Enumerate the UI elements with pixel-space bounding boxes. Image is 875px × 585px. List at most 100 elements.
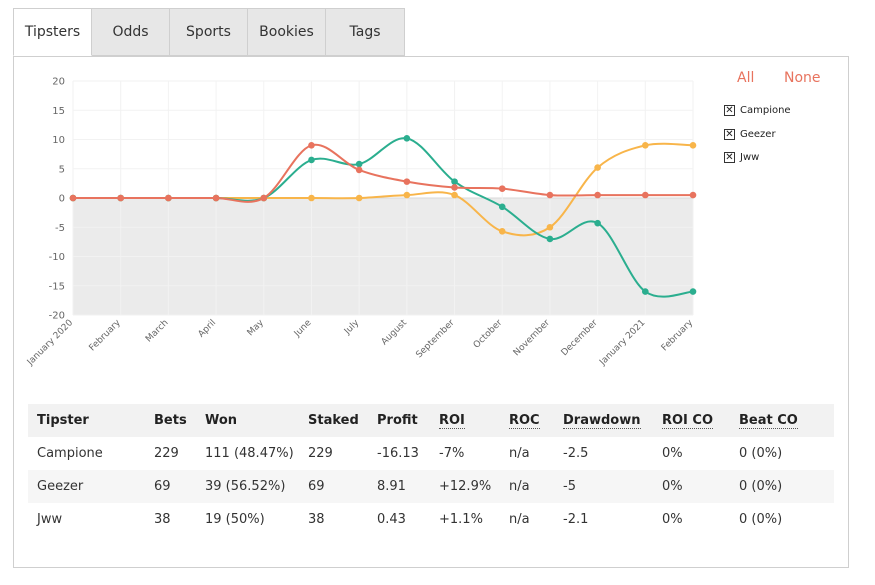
y-tick-label: 10	[52, 135, 65, 146]
cell-bets: 229	[154, 446, 179, 461]
series-point	[689, 142, 697, 149]
cell-profit: 8.91	[368, 470, 430, 503]
cell-roc: n/a	[509, 512, 530, 527]
series-point	[689, 288, 697, 295]
series-point	[642, 142, 649, 149]
beat-co-header-label: Beat CO	[739, 413, 798, 429]
tab-bookies[interactable]: Bookies	[248, 8, 326, 56]
checkbox-checked-icon[interactable]: ✕	[724, 129, 735, 140]
series-point	[355, 166, 363, 174]
legend-item-jww[interactable]: ✕ Jww	[724, 152, 759, 163]
series-point	[355, 194, 363, 202]
series-point	[498, 228, 506, 235]
x-tick-label: November	[512, 318, 552, 358]
x-tick-label: December	[560, 318, 600, 358]
series-point	[212, 194, 220, 202]
cell-beat-co: 0 (0%)	[739, 446, 783, 461]
legend-label: Geezer	[740, 129, 776, 140]
tab-bar: Tipsters Odds Sports Bookies Tags	[13, 8, 405, 56]
legend-label: Jww	[740, 152, 760, 163]
roi-co-header-label: ROI CO	[662, 413, 714, 429]
cell-profit: 0.43	[377, 512, 406, 527]
series-point	[594, 164, 601, 171]
x-tick-label: February	[660, 318, 696, 354]
legend-item-campione[interactable]: ✕ Campione	[724, 105, 791, 116]
col-roi[interactable]: ROI	[430, 404, 500, 437]
cell-beat-co: 0 (0%)	[730, 470, 834, 503]
series-point	[498, 185, 506, 192]
series-point	[403, 191, 411, 199]
cell-bets: 38	[154, 512, 171, 527]
series-point	[642, 288, 649, 295]
roi-header-label: ROI	[439, 413, 465, 429]
cell-tipster: Campione	[37, 446, 103, 461]
x-tick-label: June	[292, 318, 314, 340]
col-drawdown[interactable]: Drawdown	[554, 404, 653, 437]
col-tipster[interactable]: Tipster	[28, 404, 145, 437]
x-tick-label: January 2020	[25, 318, 75, 368]
tab-odds[interactable]: Odds	[92, 8, 170, 56]
col-staked[interactable]: Staked	[299, 404, 368, 437]
series-point	[117, 194, 124, 202]
series-point	[403, 135, 411, 142]
cell-won: 39 (56.52%)	[196, 470, 299, 503]
col-roc[interactable]: ROC	[500, 404, 554, 437]
series-point	[546, 235, 554, 243]
x-tick-label: October	[472, 318, 505, 351]
y-tick-label: -5	[55, 223, 65, 234]
cell-roi: +1.1%	[439, 512, 483, 527]
x-tick-label: July	[342, 318, 362, 338]
x-tick-label: September	[414, 318, 456, 360]
table-row: Jww 38 19 (50%) 38 0.43 +1.1% n/a -2.1 0…	[28, 503, 834, 536]
table-row: Campione 229 111 (48.47%) 229 -16.13 -7%…	[28, 437, 834, 470]
series-point	[165, 194, 172, 202]
series-point	[546, 191, 554, 199]
col-roi-co[interactable]: ROI CO	[653, 404, 730, 437]
col-beat-co[interactable]: Beat CO	[730, 404, 834, 437]
col-won[interactable]: Won	[196, 404, 299, 437]
cell-roc: n/a	[509, 446, 530, 461]
y-tick-label: -10	[49, 252, 65, 263]
x-tick-label: August	[380, 318, 410, 348]
x-tick-label: January 2021	[597, 318, 647, 368]
legend-item-geezer[interactable]: ✕ Geezer	[724, 129, 776, 140]
cell-staked: 229	[308, 446, 333, 461]
cell-tipster: Geezer	[28, 470, 145, 503]
series-point	[403, 178, 411, 185]
tab-tipsters[interactable]: Tipsters	[13, 8, 92, 56]
tab-sports[interactable]: Sports	[170, 8, 248, 56]
x-tick-label: May	[246, 318, 267, 339]
col-profit[interactable]: Profit	[368, 404, 430, 437]
drawdown-header-label: Drawdown	[563, 413, 641, 429]
checkbox-checked-icon[interactable]: ✕	[724, 105, 735, 116]
x-tick-label: February	[88, 318, 124, 354]
series-point	[498, 203, 506, 211]
cell-roi-co: 0%	[662, 446, 683, 461]
cell-drawdown: -5	[554, 470, 653, 503]
series-point	[451, 184, 458, 191]
cell-drawdown: -2.5	[563, 446, 589, 461]
series-point	[69, 194, 77, 202]
show-none-link[interactable]: None	[784, 70, 821, 86]
col-bets[interactable]: Bets	[145, 404, 196, 437]
series-point	[451, 191, 458, 199]
series-point	[260, 194, 268, 202]
checkbox-checked-icon[interactable]: ✕	[724, 152, 735, 163]
cell-staked: 69	[299, 470, 368, 503]
y-tick-label: 0	[59, 194, 65, 205]
y-tick-label: -20	[49, 311, 65, 322]
series-point	[546, 223, 554, 231]
table-row: Geezer 69 39 (56.52%) 69 8.91 +12.9% n/a…	[28, 470, 834, 503]
series-point	[689, 191, 697, 199]
cell-roi-co: 0%	[662, 512, 683, 527]
y-tick-label: 15	[52, 106, 65, 117]
show-all-link[interactable]: All	[737, 70, 755, 86]
cell-roi: +12.9%	[430, 470, 500, 503]
tab-tags[interactable]: Tags	[326, 8, 405, 56]
x-tick-label: April	[197, 318, 219, 340]
series-point	[451, 178, 458, 185]
series-point	[308, 142, 315, 149]
series-point	[642, 191, 649, 199]
cell-tipster: Jww	[37, 512, 63, 527]
